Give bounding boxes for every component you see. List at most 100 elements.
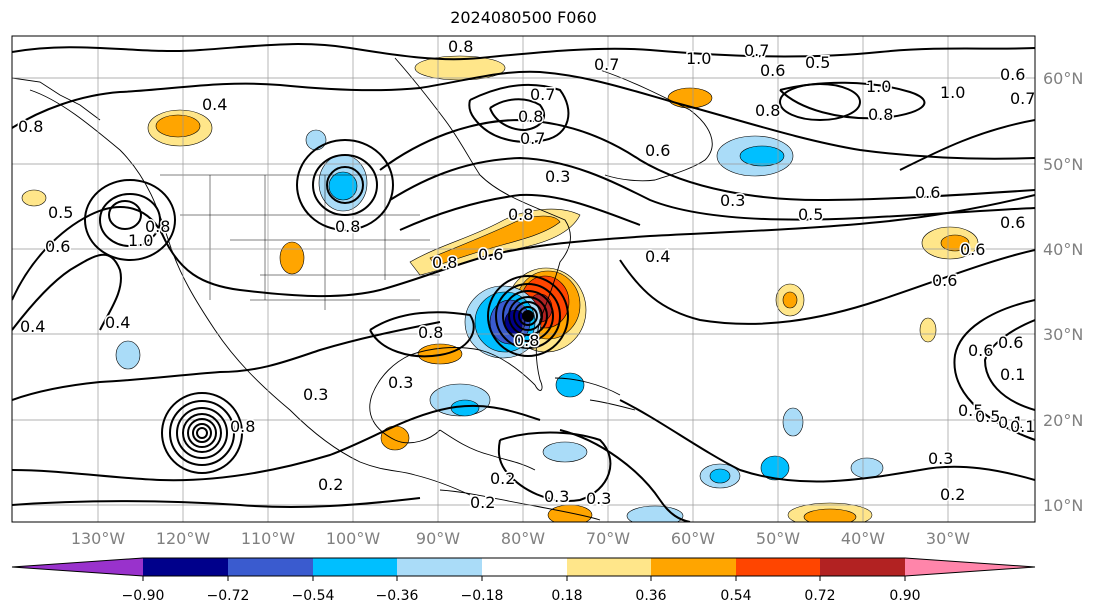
contour-labels: 0.8 1.0 0.7 0.5 0.6 0.7 0.7 0.8 0.6 1.0 … <box>17 36 1036 514</box>
colorbar-tick-label: 0.18 <box>551 588 582 604</box>
contour-label: 0.5 <box>958 401 983 420</box>
state-borders <box>160 174 480 310</box>
lon-tick-label: 110°W <box>241 529 296 548</box>
lon-tick-label: 90°W <box>416 529 460 548</box>
lat-tick-label: 40°N <box>1043 240 1083 259</box>
contour-label: 0.1 <box>998 413 1023 432</box>
positive-anomaly-cell <box>919 317 937 343</box>
lat-tick-label: 50°N <box>1043 155 1083 174</box>
contour-label: 1.0 <box>128 231 153 250</box>
negative-anomaly-cell <box>782 407 804 437</box>
contour-label: 0.6 <box>1000 213 1025 232</box>
contour-label: 0.3 <box>303 385 328 404</box>
latitude-labels: 60°N 50°N 40°N 30°N 20°N 10°N <box>1043 69 1083 515</box>
contour-label: 0.3 <box>928 449 953 468</box>
negative-anomaly-cell <box>305 129 327 151</box>
contour-label: 1.0 <box>866 77 891 96</box>
negative-anomaly-cell <box>555 372 585 398</box>
contour-label: 0.4 <box>20 317 45 336</box>
colorbar-tick-label: 0.72 <box>804 588 835 604</box>
contour-label: 0.8 <box>448 37 473 56</box>
lon-tick-label: 40°W <box>841 529 885 548</box>
contour-label: 0.6 <box>968 341 993 360</box>
contour-label: 0.7 <box>744 41 769 60</box>
contour-label: 0.6 <box>760 61 785 80</box>
contour-label: 0.8 <box>432 253 457 272</box>
lat-tick-label: 60°N <box>1043 69 1083 88</box>
contour-label: 0.8 <box>335 217 360 236</box>
contour-label: 0.6 <box>960 240 985 259</box>
positive-anomaly-cell <box>782 291 798 309</box>
contour-label: 0.7 <box>1010 89 1035 108</box>
negative-anomaly-cell <box>760 455 790 481</box>
contour-label: 0.6 <box>45 237 70 256</box>
contour-label: 0.7 <box>594 55 619 74</box>
contour-label: 0.3 <box>545 167 570 186</box>
lon-tick-label: 70°W <box>586 529 630 548</box>
lon-tick-label: 60°W <box>671 529 715 548</box>
plot-title: 2024080500 F060 <box>450 8 597 27</box>
contour-label: 0.2 <box>318 475 343 494</box>
colorbar-segment <box>397 558 482 576</box>
contour-label: 0.8 <box>755 101 780 120</box>
contour-label: 1.0 <box>940 83 965 102</box>
colorbar: −0.90 −0.72 −0.54 −0.36 −0.18 0.18 0.36 … <box>11 557 1036 604</box>
colorbar-segment <box>482 558 567 576</box>
contour-label: 0.3 <box>586 489 611 508</box>
negative-anomaly-cell <box>709 468 731 484</box>
colorbar-segment <box>736 558 820 576</box>
colorbar-tick-label: 0.90 <box>889 588 920 604</box>
contour-label: 0.8 <box>418 323 443 342</box>
colorbar-tick-label: −0.18 <box>461 588 504 604</box>
negative-anomaly-cell <box>328 171 358 201</box>
contour-label: 0.2 <box>470 493 495 512</box>
contour-label: 0.4 <box>645 247 670 266</box>
lon-tick-label: 50°W <box>756 529 800 548</box>
colorbar-tick-label: −0.90 <box>122 588 165 604</box>
lat-tick-label: 30°N <box>1043 325 1083 344</box>
positive-anomaly-cell <box>21 189 47 207</box>
contour-label: 0.7 <box>530 85 555 104</box>
contour-label: 0.3 <box>720 191 745 210</box>
coastlines <box>12 57 713 521</box>
contour-label: 0.8 <box>18 117 43 136</box>
contour-label: 0.8 <box>514 331 539 350</box>
colorbar-segment <box>313 558 397 576</box>
lon-tick-label: 120°W <box>156 529 211 548</box>
longitude-labels: 130°W 120°W 110°W 100°W 90°W 80°W 70°W 6… <box>71 529 970 548</box>
contour-label: 0.6 <box>915 183 940 202</box>
colorbar-segment <box>905 558 1035 576</box>
contour-label: 0.6 <box>645 141 670 160</box>
contour-label: 0.3 <box>544 487 569 506</box>
colorbar-tick-label: −0.54 <box>292 588 335 604</box>
negative-anomaly-cell <box>850 457 884 479</box>
negative-anomaly-cell <box>739 145 785 167</box>
contour-label: 0.6 <box>998 333 1023 352</box>
colorbar-tick-label: −0.72 <box>207 588 250 604</box>
contour-label: 0.1 <box>1000 365 1025 384</box>
contour-label: 0.5 <box>805 53 830 72</box>
colorbar-segment <box>12 558 143 576</box>
contour-label: 0.1 <box>1010 417 1035 436</box>
lon-tick-label: 30°W <box>926 529 970 548</box>
map-panel: 0.8 1.0 0.7 0.5 0.6 0.7 0.7 0.8 0.6 1.0 … <box>11 35 1036 523</box>
contour-label: 0.3 <box>388 373 413 392</box>
contour-label: 0.5 <box>48 203 73 222</box>
positive-anomaly-cell <box>803 508 857 522</box>
contour-label: 1.0 <box>686 49 711 68</box>
contour-label: 0.6 <box>932 271 957 290</box>
contour-label: 0.8 <box>230 417 255 436</box>
lon-tick-label: 100°W <box>326 529 381 548</box>
positive-anomaly-cell <box>155 114 201 138</box>
colorbar-segment <box>567 558 651 576</box>
lat-tick-label: 10°N <box>1043 496 1083 515</box>
colorbar-segment <box>820 558 905 576</box>
contour-label: 0.4 <box>202 95 227 114</box>
negative-anomaly-cell <box>542 441 588 463</box>
colorbar-segment <box>228 558 313 576</box>
contour-label: 0.8 <box>868 105 893 124</box>
contour-label: 0.2 <box>940 485 965 504</box>
map-frame <box>11 35 1036 523</box>
contour-label: 0.8 <box>145 217 170 236</box>
colorbar-tick-label: 0.36 <box>635 588 666 604</box>
